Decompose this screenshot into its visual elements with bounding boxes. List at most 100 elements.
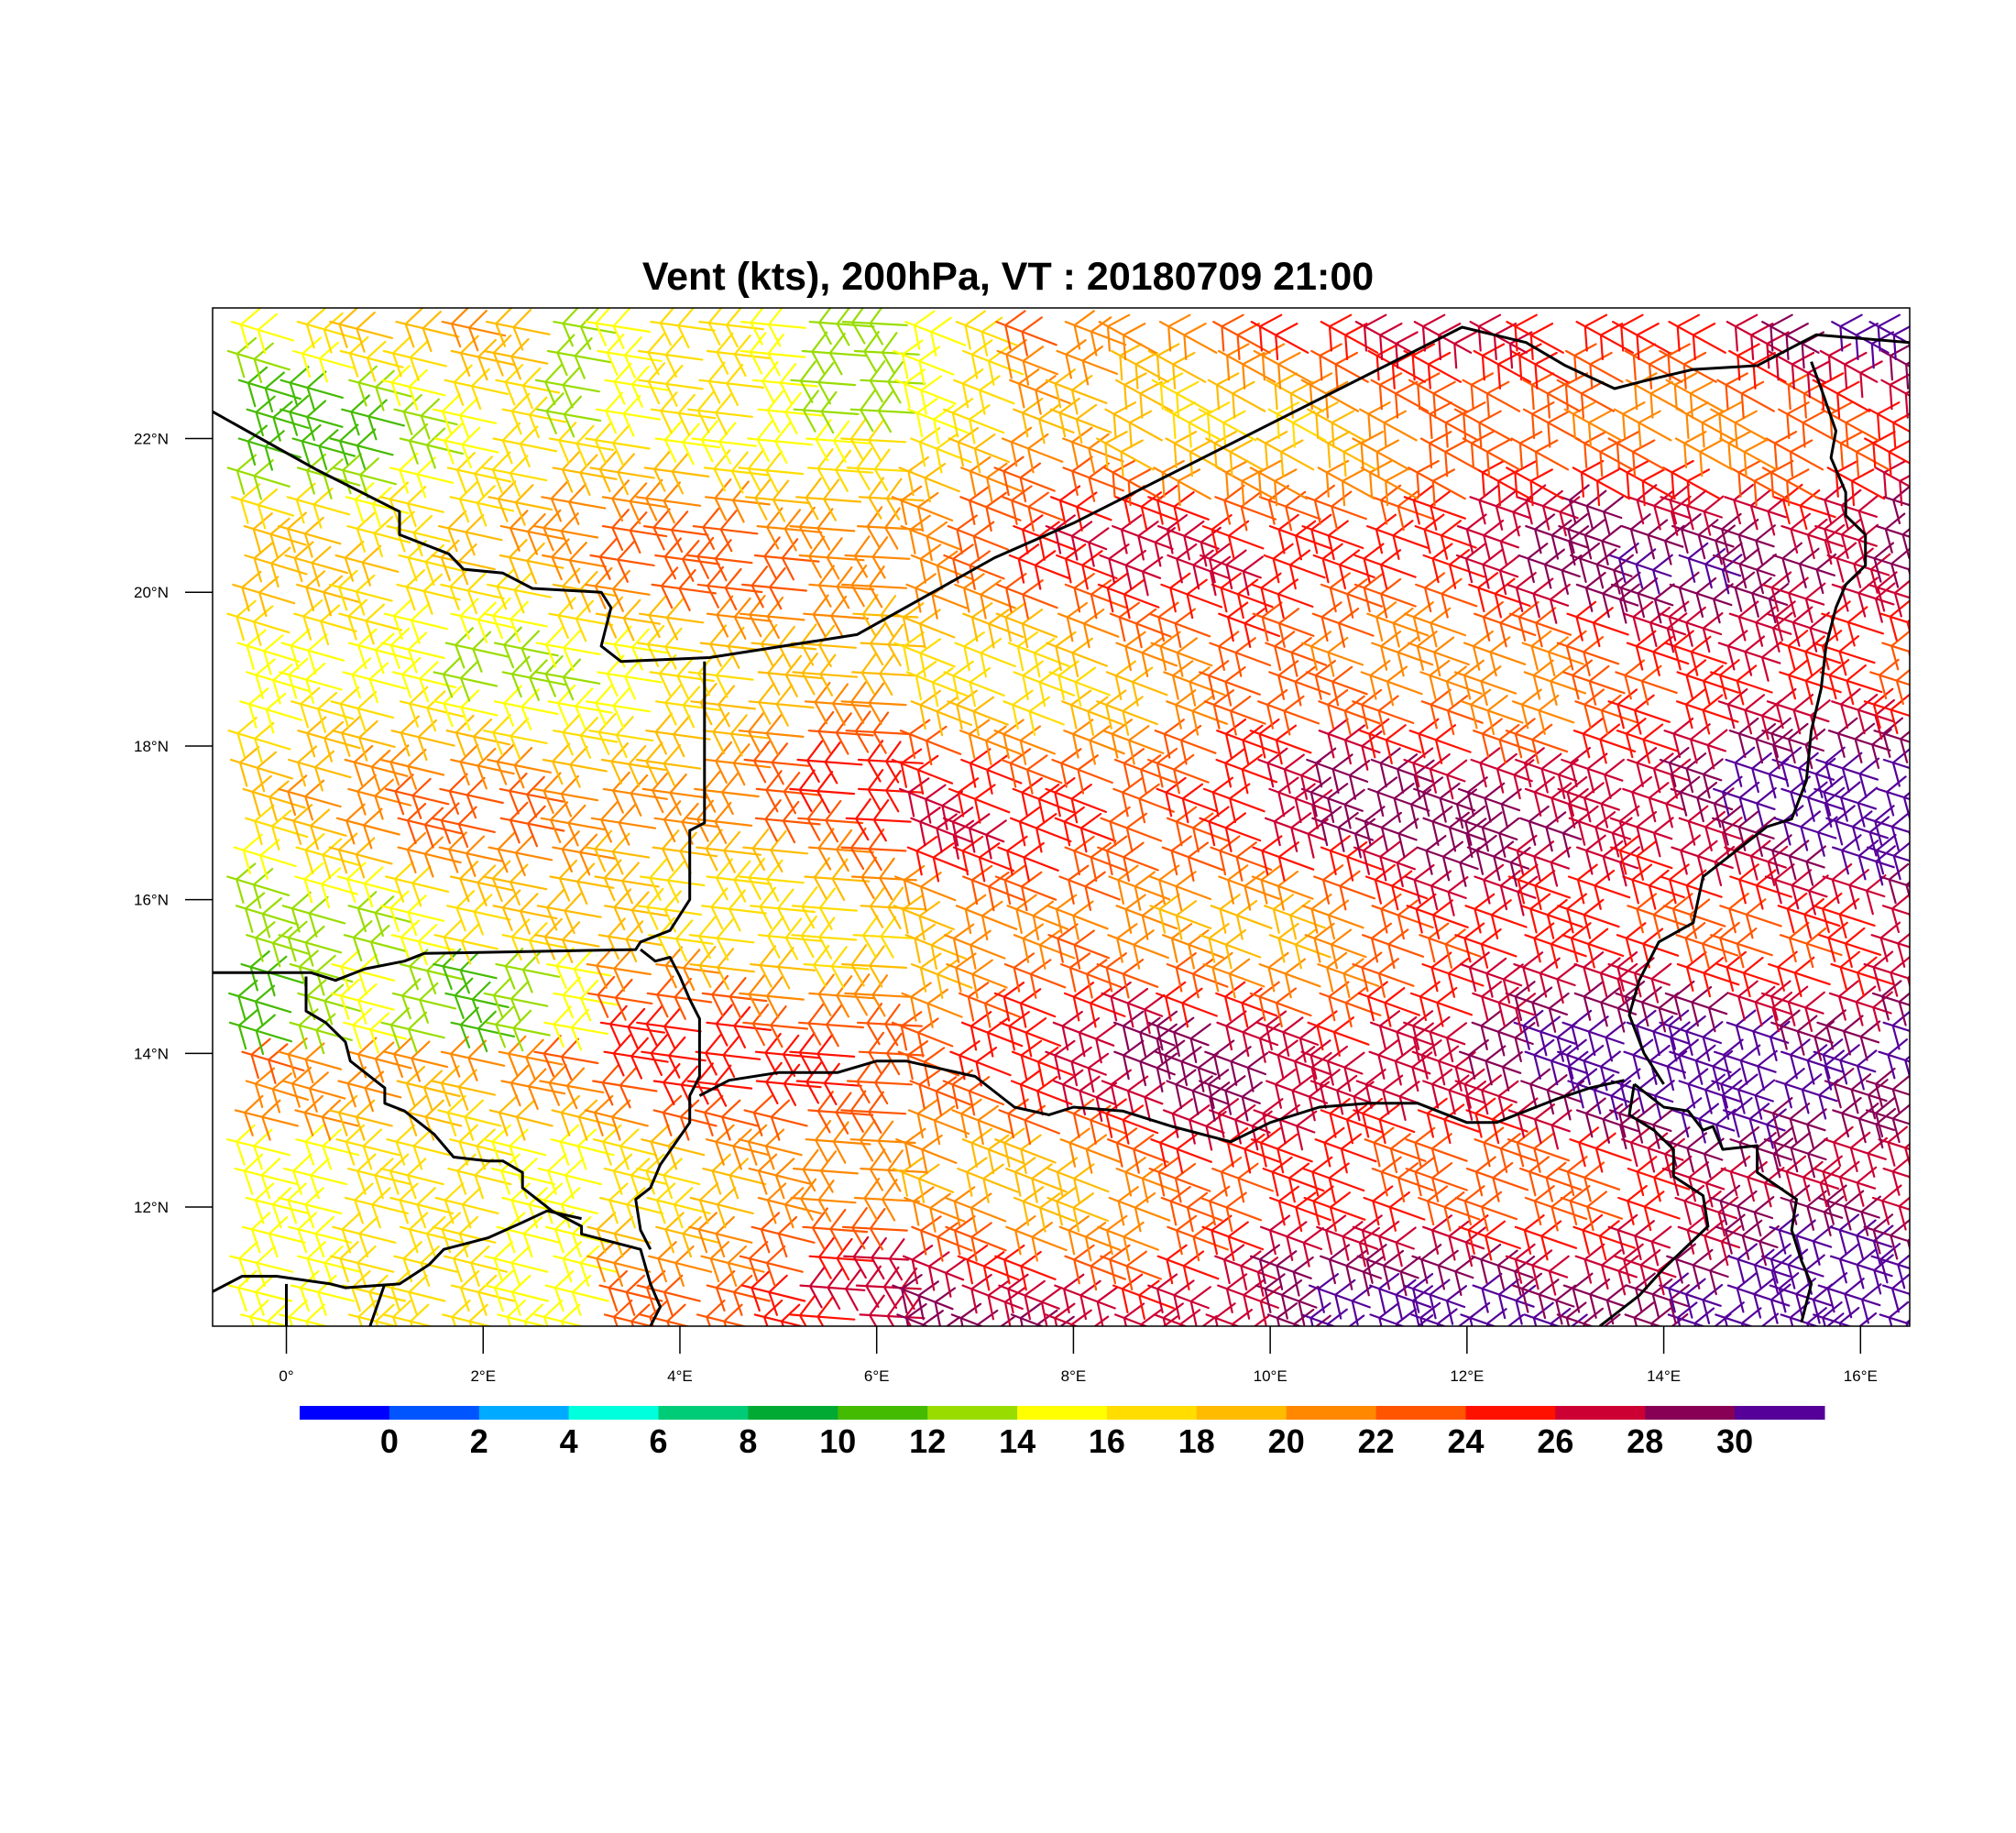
wind-barb	[1881, 893, 1910, 933]
wind-barb	[1458, 1214, 1521, 1261]
wind-barb	[701, 974, 768, 1020]
wind-barb	[535, 626, 601, 672]
colorbar-swatch	[1735, 1406, 1825, 1420]
wind-barb	[536, 888, 602, 935]
wind-barb	[1575, 431, 1634, 477]
wind-barb	[1046, 1186, 1109, 1233]
wind-barb	[855, 1265, 922, 1311]
wind-barb	[533, 509, 599, 554]
wind-barb	[1761, 717, 1826, 770]
wind-barb	[1556, 630, 1620, 676]
wind-barb	[240, 1299, 292, 1326]
wind-barb	[1560, 484, 1624, 536]
wind-barb	[1464, 893, 1528, 939]
wind-barb	[1626, 630, 1690, 676]
wind-barb	[1557, 1156, 1621, 1202]
wind-barb	[379, 481, 444, 528]
wind-barb	[751, 361, 818, 406]
wind-barb	[397, 831, 462, 878]
wind-barb	[1418, 1185, 1481, 1232]
wind-barb	[706, 858, 772, 903]
wind-barb	[993, 982, 1057, 1028]
wind-barb	[808, 565, 875, 609]
wind-barb	[1318, 718, 1383, 771]
wind-barb	[1362, 922, 1425, 970]
wind-barb	[1045, 368, 1108, 415]
wind-barb	[1162, 1098, 1227, 1151]
wind-barb	[1269, 1185, 1331, 1233]
wind-barb	[292, 336, 356, 383]
wind-barb	[1355, 1069, 1420, 1121]
wind-barb	[501, 392, 567, 439]
wind-barb	[1877, 775, 1910, 822]
wind-barb	[1045, 777, 1107, 824]
wind-barb	[1613, 401, 1672, 448]
wind-barb	[1934, 660, 1996, 704]
wind-barb	[1000, 748, 1063, 795]
wind-barb	[1201, 1214, 1265, 1262]
colorbar-swatch	[927, 1406, 1018, 1420]
wind-barb	[1318, 688, 1381, 736]
wind-barb	[687, 390, 753, 435]
wind-barb	[1405, 1156, 1468, 1202]
wind-barb	[1217, 1273, 1281, 1326]
wind-barb	[1454, 659, 1517, 707]
wind-barb	[1761, 313, 1824, 369]
wind-barb	[1360, 659, 1423, 707]
wind-barb	[792, 653, 859, 697]
country-border	[1633, 1082, 1813, 1323]
wind-barb	[799, 1266, 866, 1312]
wind-barb	[893, 631, 956, 678]
wind-barb	[754, 799, 821, 844]
wind-barb	[1472, 1272, 1537, 1325]
wind-barb	[638, 596, 705, 641]
wind-barb	[1473, 459, 1532, 507]
wind-barb	[902, 1245, 967, 1298]
wind-barb	[1058, 1215, 1122, 1262]
country-borders-layer	[213, 325, 1910, 1326]
wind-barb	[695, 1033, 761, 1078]
wind-barb	[603, 1153, 668, 1200]
wind-barb	[740, 332, 806, 377]
wind-barb	[1572, 459, 1631, 507]
wind-barb	[706, 1004, 772, 1048]
wind-barb	[1817, 1184, 1881, 1236]
wind-barb	[1868, 313, 1910, 360]
wind-barb	[1717, 688, 1782, 741]
wind-barb	[808, 308, 875, 346]
wind-barb	[1714, 1038, 1778, 1091]
wind-barb	[1416, 835, 1481, 887]
wind-barb	[1865, 805, 1910, 851]
wind-barb	[1147, 485, 1210, 532]
wind-barb	[893, 894, 955, 941]
wind-barb	[438, 831, 504, 877]
wind-barb	[1050, 485, 1112, 532]
wind-barb	[909, 1070, 971, 1116]
wind-barb	[901, 982, 963, 1028]
wind-barb	[1160, 572, 1223, 620]
wind-barb	[1815, 746, 1880, 798]
wind-barb	[1607, 688, 1671, 735]
wind-barb	[1006, 894, 1068, 941]
wind-barb	[482, 1124, 547, 1170]
wind-barb	[1164, 401, 1222, 448]
wind-barb	[706, 595, 772, 640]
wind-barb	[588, 713, 654, 759]
wind-barb	[1519, 1156, 1583, 1202]
wind-barb	[330, 686, 395, 732]
wind-barb	[1763, 1125, 1828, 1179]
wind-barb	[331, 716, 396, 762]
wind-barb	[1369, 1273, 1433, 1325]
wind-barb	[1058, 864, 1121, 911]
wind-barb	[1934, 402, 1996, 456]
wind-barb	[297, 1241, 362, 1287]
wind-barb	[756, 507, 823, 552]
wind-barb	[1147, 1273, 1211, 1326]
wind-barb	[549, 860, 615, 906]
wind-barb	[431, 1065, 496, 1111]
wind-barb	[942, 1069, 1005, 1116]
wind-barb	[534, 363, 600, 409]
wind-barb	[1463, 630, 1527, 677]
wind-barb	[997, 835, 1059, 883]
colorbar-label: 0	[380, 1422, 399, 1460]
